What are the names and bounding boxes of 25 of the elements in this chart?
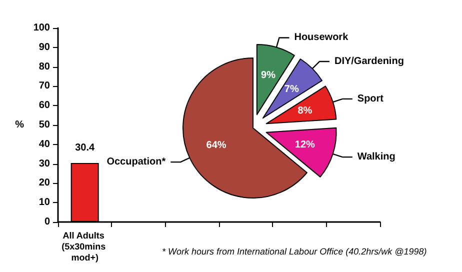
data-label: 12% xyxy=(294,139,316,150)
legend-label: Housework xyxy=(294,32,349,44)
y-tick-label: 30 xyxy=(38,158,50,170)
y-tick-label: 60 xyxy=(38,100,50,112)
data-label: 64% xyxy=(206,140,226,151)
y-tick-label: 90 xyxy=(38,42,50,53)
y-tick-label: 80 xyxy=(38,61,50,72)
legend-label: Walking xyxy=(357,152,396,163)
y-tick-label: 10 xyxy=(38,197,50,208)
y-axis-title: % xyxy=(15,120,24,130)
data-label: 7% xyxy=(284,84,299,95)
y-tick-label: 100 xyxy=(33,22,50,34)
y-tick-label: 70 xyxy=(38,80,50,92)
data-label: 8% xyxy=(298,106,312,117)
legend-label: Sport xyxy=(357,93,384,104)
y-tick-label: 20 xyxy=(38,178,50,189)
y-tick-label: 0 xyxy=(44,216,50,228)
y-tick-label: 50 xyxy=(38,120,50,130)
legend-label: DIY/Gardening xyxy=(334,56,404,68)
y-tick-label: 40 xyxy=(38,138,50,150)
data-label: 30.4 xyxy=(75,142,95,154)
x-tick-label: All Adults (5x30mins mod+) xyxy=(62,230,108,262)
data-label: 9% xyxy=(261,70,276,82)
text: * Work hours from International Labour Office (40.2hrs/wk @1998) xyxy=(162,246,427,256)
slice-label: Occupation* xyxy=(106,156,166,168)
